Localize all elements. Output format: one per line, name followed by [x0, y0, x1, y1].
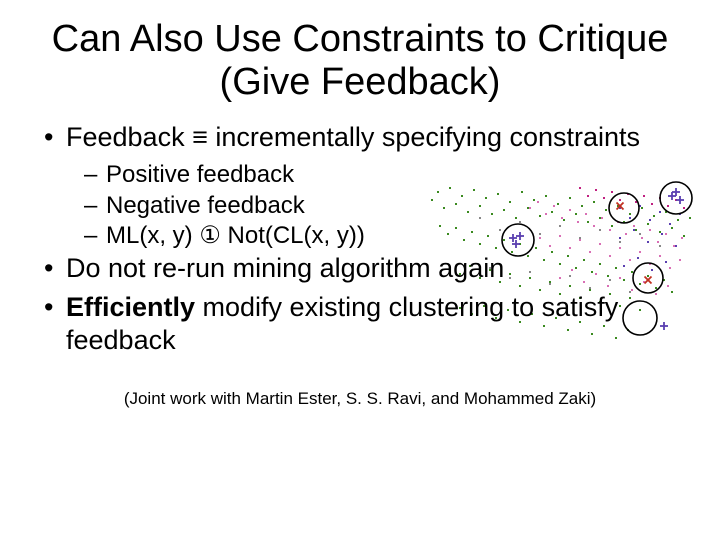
bullet-no-rerun: Do not re-run mining algorithm again: [40, 252, 680, 285]
slide: Can Also Use Constraints to Critique (Gi…: [0, 0, 720, 540]
sub-bullet-ml-notation: ML(x, y) ① Not(CL(x, y)): [40, 221, 680, 252]
bullet-efficiently: Efficiently modify existing clustering t…: [40, 291, 680, 357]
bold-word-efficiently: Efficiently: [66, 292, 195, 322]
bullet-feedback-def: Feedback ≡ incrementally specifying cons…: [40, 121, 680, 154]
sub-bullet-negative: Negative feedback: [40, 191, 680, 222]
slide-title: Can Also Use Constraints to Critique (Gi…: [40, 18, 680, 103]
footnote-credits: (Joint work with Martin Ester, S. S. Rav…: [40, 389, 680, 409]
sub-bullet-positive: Positive feedback: [40, 160, 680, 191]
bullet-list: Feedback ≡ incrementally specifying cons…: [40, 121, 680, 357]
